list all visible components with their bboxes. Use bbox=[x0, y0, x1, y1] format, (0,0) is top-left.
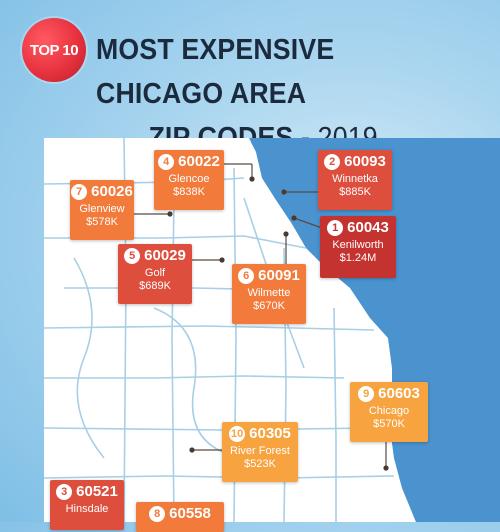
card-60305: 10 60305 River Forest $523K bbox=[222, 422, 298, 482]
rank-circle: 9 bbox=[358, 385, 375, 402]
card-60603: 9 60603 Chicago $570K bbox=[350, 382, 428, 442]
median-price: $689K bbox=[139, 280, 171, 292]
median-price: $1.24M bbox=[339, 252, 377, 264]
zip-code: 60029 bbox=[144, 247, 186, 264]
card-60029: 5 60029 Golf $689K bbox=[118, 244, 192, 304]
card-header: 8 60558 bbox=[136, 502, 224, 522]
rank-circle: 3 bbox=[56, 483, 73, 500]
badge-text: TOP 10 bbox=[29, 41, 79, 59]
card-header: 7 60026 bbox=[70, 180, 134, 200]
rank-circle: 2 bbox=[324, 153, 341, 170]
zip-code: 60026 bbox=[91, 183, 133, 200]
top10-badge: TOP 10 bbox=[22, 18, 86, 82]
card-header: 9 60603 bbox=[350, 382, 428, 402]
area-name: Glenview bbox=[79, 203, 125, 215]
card-header: 3 60521 bbox=[50, 480, 124, 500]
area-name: Glencoe bbox=[168, 173, 210, 185]
card-header: 2 60093 bbox=[318, 150, 392, 170]
zip-code: 60305 bbox=[249, 425, 291, 442]
zip-code: 60558 bbox=[169, 505, 211, 522]
area-name: Chicago bbox=[368, 405, 410, 417]
zip-code: 60521 bbox=[76, 483, 118, 500]
zip-code: 60091 bbox=[258, 267, 300, 284]
area-name: Wilmette bbox=[247, 287, 291, 299]
card-header: 10 60305 bbox=[222, 422, 298, 442]
area-name: Winnetka bbox=[332, 173, 378, 185]
median-price: $838K bbox=[173, 186, 205, 198]
card-60026: 7 60026 Glenview $578K bbox=[70, 180, 134, 240]
median-price: $523K bbox=[244, 458, 276, 470]
card-60091: 6 60091 Wilmette $670K bbox=[232, 264, 306, 324]
rank-circle: 5 bbox=[124, 247, 141, 264]
title-line1: MOST EXPENSIVE CHICAGO AREA bbox=[96, 34, 335, 110]
rank-circle: 10 bbox=[229, 425, 246, 442]
median-price: $570K bbox=[373, 418, 405, 430]
rank-circle: 7 bbox=[71, 183, 88, 200]
median-price: $578K bbox=[86, 216, 118, 228]
median-price: $885K bbox=[339, 186, 371, 198]
rank-circle: 6 bbox=[238, 267, 255, 284]
location-dots bbox=[167, 176, 389, 471]
area-name: Kenilworth bbox=[332, 239, 384, 251]
lake-michigan bbox=[249, 138, 500, 522]
card-60043: 1 60043 Kenilworth $1.24M bbox=[320, 216, 396, 278]
card-60093: 2 60093 Winnetka $885K bbox=[318, 150, 392, 210]
area-name: Hinsdale bbox=[65, 503, 109, 515]
median-price: $670K bbox=[253, 300, 285, 312]
zip-code: 60022 bbox=[178, 153, 220, 170]
land-area bbox=[44, 138, 416, 522]
card-header: 5 60029 bbox=[118, 244, 192, 264]
rank-circle: 8 bbox=[149, 505, 166, 522]
area-name: Golf bbox=[144, 267, 166, 279]
card-60521: 3 60521 Hinsdale bbox=[50, 480, 124, 530]
zip-code: 60093 bbox=[344, 153, 386, 170]
zip-code: 60603 bbox=[378, 385, 420, 402]
card-header: 6 60091 bbox=[232, 264, 306, 284]
card-header: 4 60022 bbox=[154, 150, 224, 170]
card-60558: 8 60558 bbox=[136, 502, 224, 532]
zip-code: 60043 bbox=[347, 219, 389, 236]
area-name: River Forest bbox=[230, 445, 290, 457]
rank-circle: 4 bbox=[158, 153, 175, 170]
card-60022: 4 60022 Glencoe $838K bbox=[154, 150, 224, 210]
rank-circle: 1 bbox=[327, 219, 344, 236]
card-header: 1 60043 bbox=[320, 216, 396, 236]
